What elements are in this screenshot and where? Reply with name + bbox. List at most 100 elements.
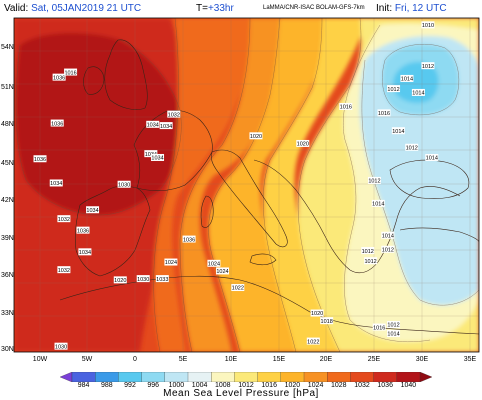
colorbar-tick-label: 1032 bbox=[354, 382, 370, 389]
isobar-label: 1034 bbox=[151, 153, 165, 162]
svg-text:1032: 1032 bbox=[58, 217, 70, 223]
svg-text:1022: 1022 bbox=[232, 286, 244, 292]
isobar-label: 1024 bbox=[164, 258, 178, 266]
isobar-label: 1016 bbox=[372, 323, 386, 331]
svg-text:1034: 1034 bbox=[50, 181, 62, 187]
isobar-label: 1014 bbox=[425, 153, 439, 162]
svg-text:1016: 1016 bbox=[340, 105, 352, 111]
isobar-label: 1024 bbox=[207, 259, 221, 268]
valid-time: Valid: Sat, 05JAN2019 21 UTC bbox=[4, 3, 141, 14]
t-label: T= bbox=[196, 3, 208, 14]
svg-text:1014: 1014 bbox=[372, 202, 384, 208]
lon-label-10w: 10W bbox=[32, 356, 48, 363]
colorbar-swatch bbox=[164, 372, 189, 382]
colorbar-title: Mean Sea Level Pressure [hPa] bbox=[163, 388, 319, 399]
svg-text:1014: 1014 bbox=[387, 332, 399, 338]
lat-label-51n: 51N bbox=[1, 84, 14, 91]
coast-ireland bbox=[83, 66, 105, 95]
svg-text:1022: 1022 bbox=[307, 339, 319, 345]
svg-text:1036: 1036 bbox=[53, 75, 65, 81]
isobar-label: 1034 bbox=[159, 122, 173, 130]
lon-label-10e: 10E bbox=[224, 356, 238, 363]
lon-label-0: 0 bbox=[133, 356, 137, 363]
colorbar-swatch bbox=[118, 372, 143, 382]
colorbar bbox=[60, 372, 432, 382]
isobar-label: 1020 bbox=[310, 309, 324, 317]
colorbar-tick-label: 1040 bbox=[400, 382, 417, 389]
lat-label-42n: 42N bbox=[1, 197, 14, 204]
svg-text:1030: 1030 bbox=[118, 182, 130, 188]
coast-iberia bbox=[74, 185, 151, 277]
colorbar-tick-label: 1004 bbox=[191, 382, 208, 389]
colorbar-tick-label: 1008 bbox=[215, 382, 231, 389]
isobar-lines bbox=[15, 18, 479, 352]
svg-text:1034: 1034 bbox=[151, 156, 163, 162]
isobar-label: 1016 bbox=[377, 109, 391, 117]
isobar-label: 1012 bbox=[367, 176, 381, 185]
lon-label-5e: 5E bbox=[178, 356, 188, 363]
isobar-label: 1033 bbox=[155, 275, 169, 283]
isobar-label: 1022 bbox=[306, 337, 320, 345]
isobar-label: 1020 bbox=[296, 139, 310, 148]
svg-text:1016: 1016 bbox=[378, 111, 390, 117]
lon-label-25e: 25E bbox=[367, 356, 381, 363]
isobar-label: 1032 bbox=[57, 215, 71, 223]
isobar-label: 1032 bbox=[167, 110, 181, 118]
svg-text:1012: 1012 bbox=[362, 249, 374, 255]
colorbar-tick-label: 1000 bbox=[168, 382, 185, 389]
isobar-label: 1034 bbox=[146, 120, 160, 129]
svg-text:1034: 1034 bbox=[79, 250, 91, 256]
isobar-label: 1014 bbox=[381, 231, 395, 239]
source-lamma: LaMMA/CNR-ISAC bbox=[263, 5, 315, 11]
lat-label-39n: 39N bbox=[1, 235, 14, 242]
svg-text:1020: 1020 bbox=[297, 142, 309, 148]
colorbar-swatch bbox=[350, 372, 375, 382]
coast-turkey bbox=[399, 227, 479, 243]
isobar-label: 1036 bbox=[52, 73, 66, 81]
lon-label-35e: 35E bbox=[463, 356, 477, 363]
init-label: Init: bbox=[376, 3, 393, 14]
coast-balkans bbox=[253, 159, 461, 274]
header-bar: Valid: Sat, 05JAN2019 21 UTC T=+33hr LaM… bbox=[0, 0, 482, 18]
coast-sardinia bbox=[200, 195, 214, 228]
svg-text:1034: 1034 bbox=[147, 123, 159, 129]
lat-label-33n: 33N bbox=[1, 310, 14, 317]
isobar-label: 1034 bbox=[78, 248, 92, 256]
valid-value: Sat, 05JAN2019 21 UTC bbox=[31, 3, 142, 14]
svg-text:1014: 1014 bbox=[426, 156, 438, 162]
svg-text:1036: 1036 bbox=[51, 121, 63, 127]
isobar-label: 1012 bbox=[387, 85, 401, 93]
svg-text:1010: 1010 bbox=[422, 23, 434, 29]
isobar-label: 1014 bbox=[387, 329, 401, 338]
colorbar-tick-label: 1020 bbox=[284, 382, 301, 389]
init-value: Fri, 12 UTC bbox=[394, 3, 447, 14]
colorbar-tick-label: 1028 bbox=[331, 382, 347, 389]
zone-1024 bbox=[180, 18, 292, 352]
svg-text:1036: 1036 bbox=[34, 157, 46, 163]
t-value: +33hr bbox=[207, 3, 234, 14]
isobar-label: 1016 bbox=[339, 102, 353, 111]
colorbar-swatch bbox=[141, 372, 166, 382]
svg-text:1012: 1012 bbox=[387, 323, 399, 329]
svg-text:1020: 1020 bbox=[250, 134, 262, 140]
isobar-label: 1012 bbox=[421, 62, 435, 70]
zone-1016 bbox=[263, 18, 368, 352]
isobar-label: 1032 bbox=[57, 266, 71, 274]
colorbar-swatch bbox=[211, 372, 235, 382]
coast-britain bbox=[104, 39, 148, 110]
isobar-label: 1020 bbox=[113, 276, 127, 284]
colorbar-swatch bbox=[187, 372, 212, 382]
svg-text:1014: 1014 bbox=[382, 233, 394, 239]
isobar-label: 1024 bbox=[216, 267, 230, 275]
source-model: BOLAM-GFS-7km bbox=[316, 5, 365, 11]
svg-text:1036: 1036 bbox=[77, 228, 89, 234]
svg-text:1014: 1014 bbox=[412, 91, 424, 97]
svg-text:1014: 1014 bbox=[401, 77, 413, 83]
zone-996 bbox=[392, 61, 439, 103]
isobar-label: 1030 bbox=[117, 180, 131, 188]
colorbar-swatch bbox=[234, 372, 259, 382]
colorbar-tick-label: 984 bbox=[77, 382, 90, 389]
colorbar-tick-label: 1012 bbox=[238, 382, 254, 389]
isobar-label: 1012 bbox=[364, 257, 378, 265]
svg-text:1016: 1016 bbox=[373, 325, 385, 331]
